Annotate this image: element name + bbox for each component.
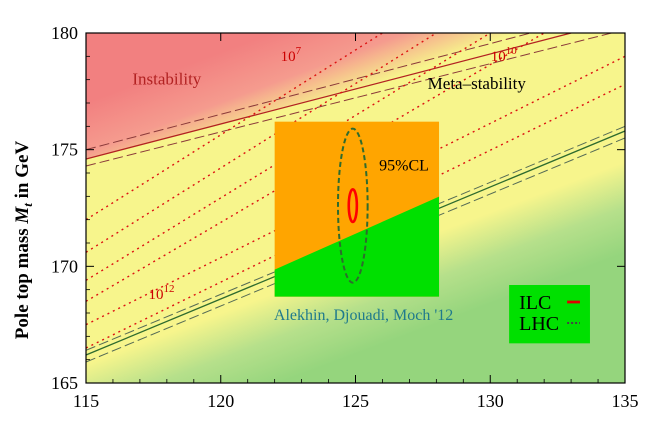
axis-tick-labels: 115 120 125 130 135 165 170 175 180 — [51, 23, 639, 411]
scale-contour-2 — [86, 33, 491, 281]
boundary-instability-lower — [86, 33, 612, 167]
x-tick-label-115: 115 — [73, 391, 99, 411]
region-label-meta-stability: Meta–stability — [428, 74, 527, 93]
boundary-instability-central — [86, 33, 572, 160]
legend-box — [509, 285, 590, 344]
x-tick-label-130: 130 — [477, 391, 504, 411]
instability-region — [86, 33, 625, 159]
legend-label-ilc: ILC — [519, 292, 551, 314]
region-label-instability: Instability — [132, 69, 201, 88]
legend-label-lhc: LHC — [519, 313, 559, 335]
cl-box-stable-part — [274, 196, 440, 297]
y-tick-label-180: 180 — [51, 23, 78, 43]
contour-label-5: 1012 — [148, 283, 174, 303]
plot-area — [86, 33, 625, 383]
axis-ticks — [85, 32, 626, 384]
measurement-ellipses — [336, 127, 369, 284]
y-tick-label-170: 170 — [51, 256, 78, 276]
credit-label: Alekhin, Djouadi, Moch '12 — [274, 307, 453, 324]
y-axis-label: Pole top mass Mt in GeV — [12, 141, 35, 340]
x-tick-label-120: 120 — [207, 391, 234, 411]
y-tick-label-175: 175 — [51, 140, 78, 160]
x-tick-label-125: 125 — [342, 391, 369, 411]
contour-label-0: 107 — [281, 45, 302, 65]
cl-label: 95%CL — [379, 158, 429, 175]
x-tick-label-135: 135 — [612, 391, 639, 411]
scale-contour-0 — [86, 33, 383, 221]
annotations: Instability Meta–stability 107 1010 1012 95%C… — [132, 45, 590, 344]
lhc-ellipse — [336, 127, 369, 284]
y-tick-label-165: 165 — [51, 373, 78, 393]
boundary-instability-upper — [86, 33, 531, 151]
ilc-ellipse — [347, 188, 359, 224]
contour-label-3: 1010 — [491, 45, 517, 65]
